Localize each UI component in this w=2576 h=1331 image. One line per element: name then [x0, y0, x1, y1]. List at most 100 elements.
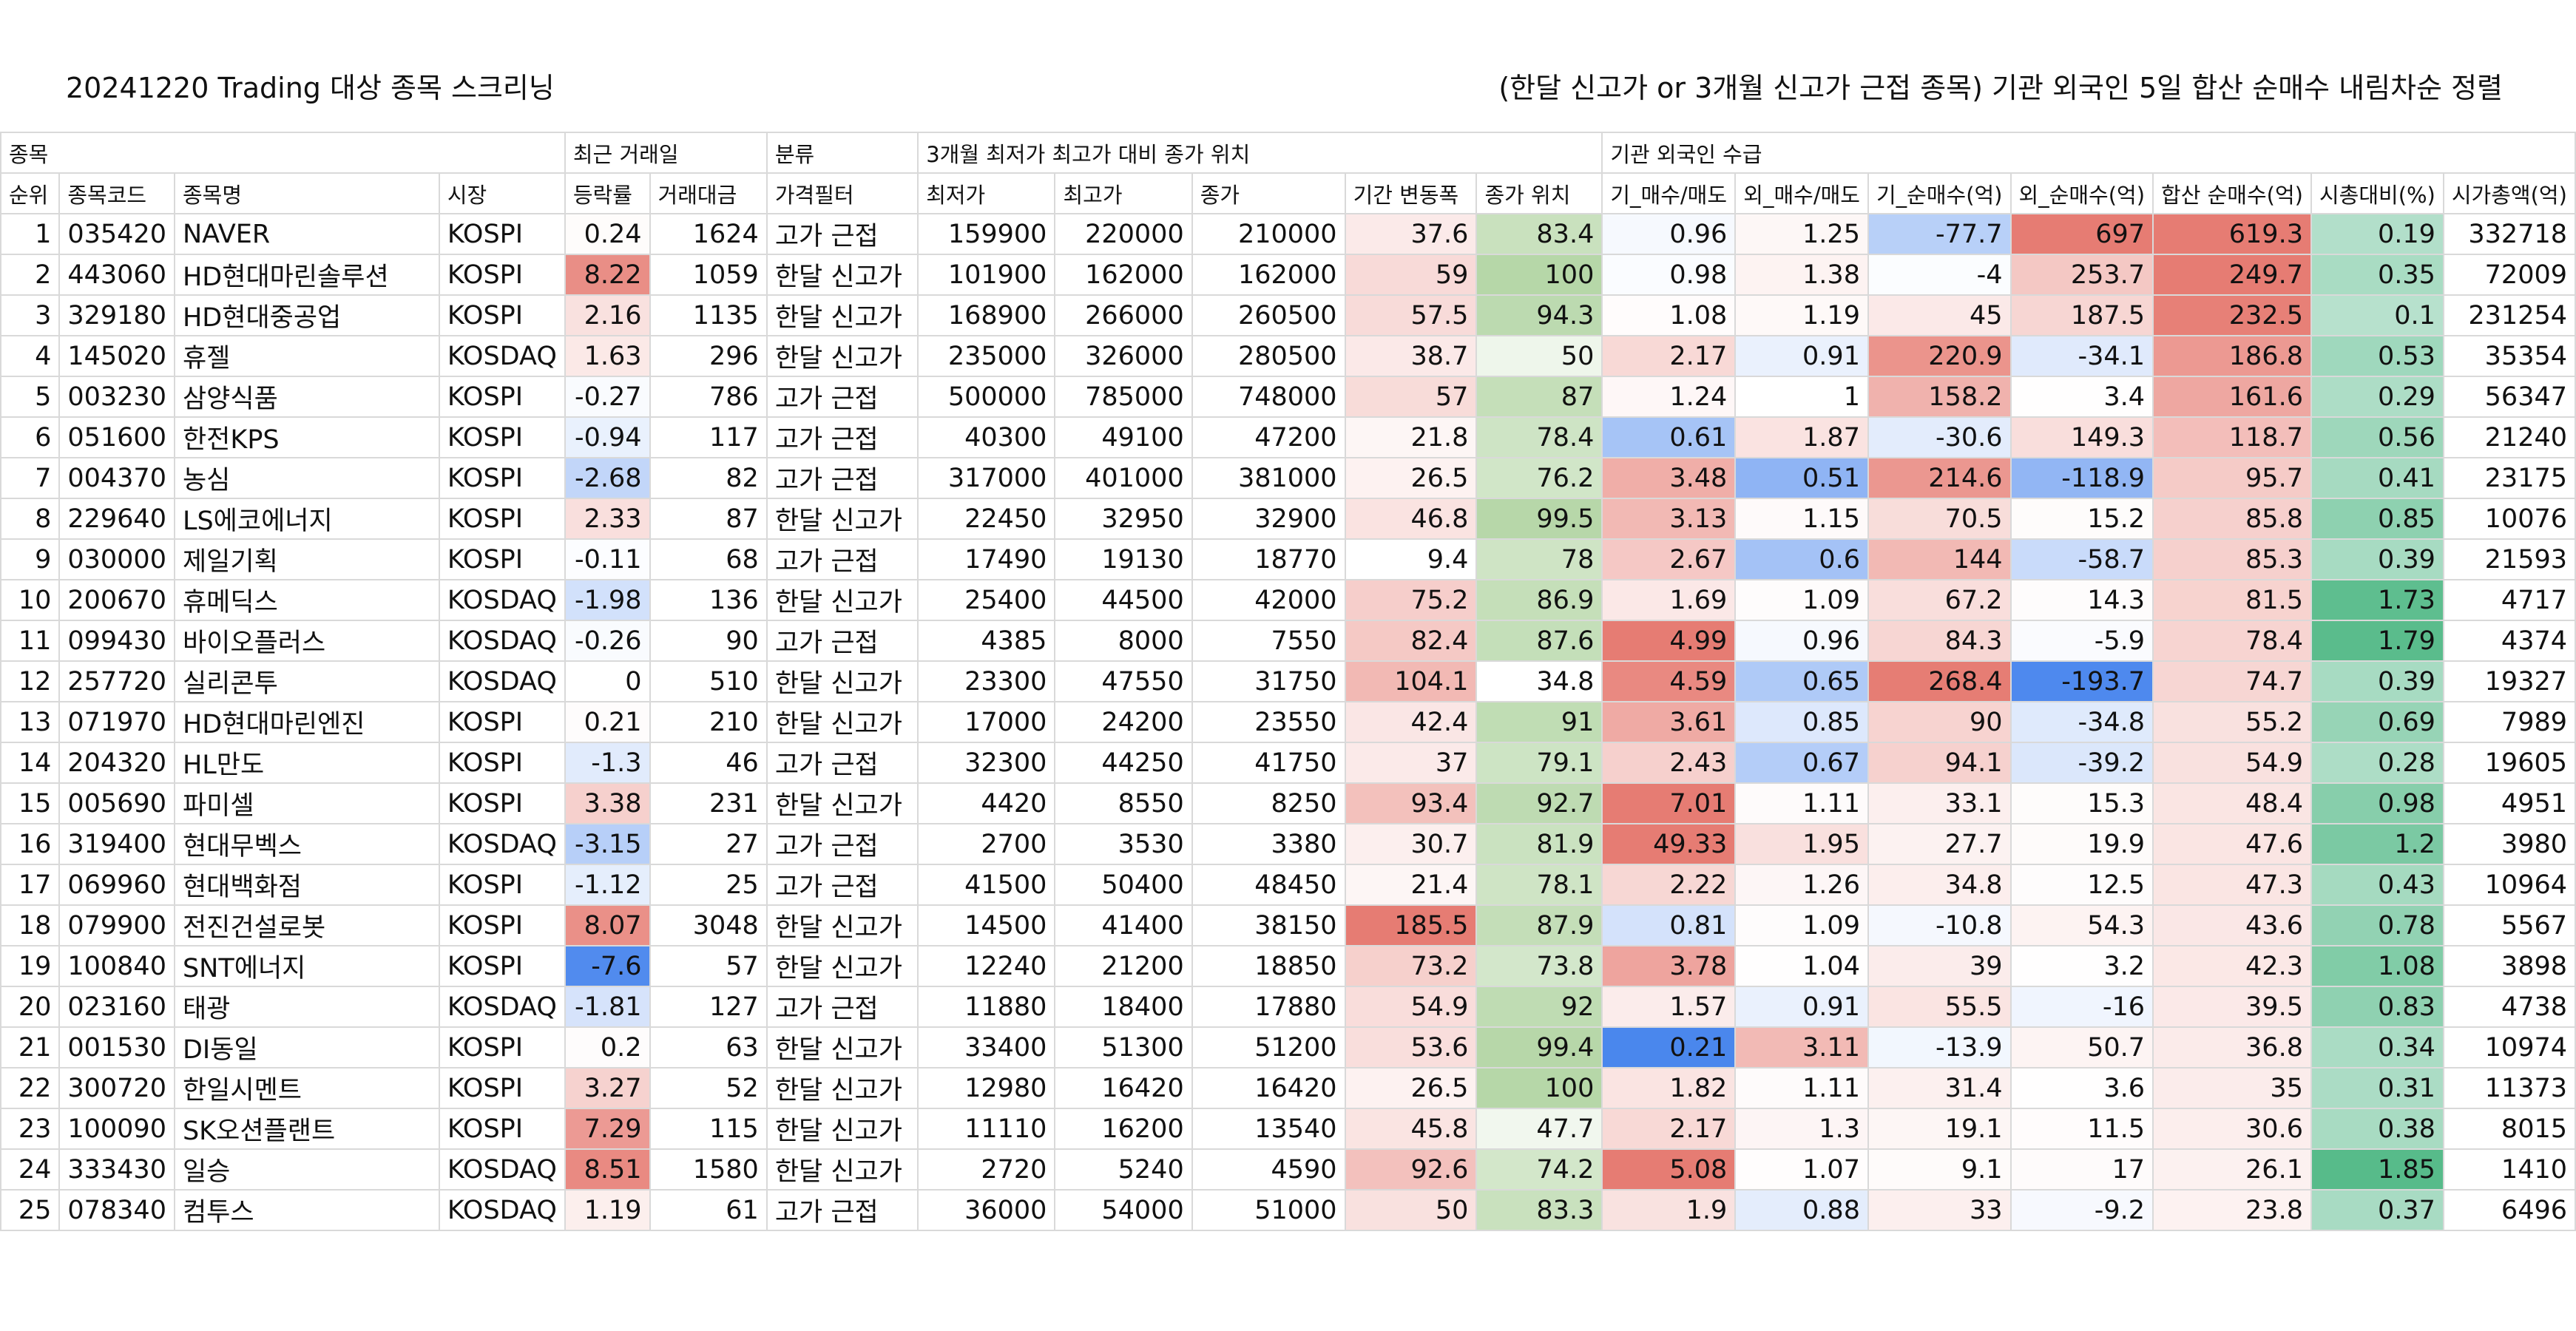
cell-inst-net-buy: 144 — [1867, 538, 2012, 580]
cell-rank: 22 — [0, 1067, 61, 1109]
cell-close-price: 210000 — [1191, 213, 1346, 255]
cell-price-filter: 한달 신고가 — [765, 294, 919, 336]
cell-code: 001530 — [58, 1026, 175, 1068]
cell-low-price: 2720 — [917, 1148, 1056, 1191]
cell-price-filter: 한달 신고가 — [765, 945, 919, 987]
cell-code: 329180 — [58, 294, 175, 336]
cell-name: 일승 — [173, 1148, 440, 1191]
cell-high-price: 49100 — [1054, 416, 1193, 458]
cell-range-width: 26.5 — [1344, 457, 1478, 499]
cell-range-width: 75.2 — [1344, 579, 1478, 621]
cell-market-cap-ratio: 0.35 — [2310, 254, 2444, 296]
cell-foreign-net-buy: 17 — [2009, 1148, 2154, 1191]
cell-inst-buy-sell: 5.08 — [1601, 1148, 1737, 1191]
cell-rank: 11 — [0, 620, 61, 662]
cell-high-price: 19130 — [1054, 538, 1193, 580]
cell-close-price: 17880 — [1191, 986, 1346, 1028]
cell-price-filter: 고가 근접 — [765, 376, 919, 418]
cell-name: 전진건설로봇 — [173, 904, 440, 946]
cell-market: KOSPI — [438, 1108, 566, 1150]
cell-price-filter: 고가 근접 — [765, 742, 919, 784]
cell-rank: 24 — [0, 1148, 61, 1191]
cell-code: 319400 — [58, 823, 175, 865]
group-header-supply: 기관 외국인 수급 — [1601, 132, 2576, 174]
cell-foreign-buy-sell: 0.65 — [1734, 660, 1869, 702]
cell-market-cap-ratio: 0.56 — [2310, 416, 2444, 458]
cell-close-position: 87.6 — [1475, 620, 1603, 662]
cell-name: 파미셀 — [173, 782, 440, 824]
cell-change-rate: -0.94 — [564, 416, 651, 458]
cell-market-cap: 19605 — [2442, 742, 2576, 784]
column-header-change-rate: 등락률 — [564, 172, 651, 214]
cell-market-cap: 7989 — [2442, 701, 2576, 743]
cell-code: 005690 — [58, 782, 175, 824]
cell-close-price: 31750 — [1191, 660, 1346, 702]
cell-market: KOSPI — [438, 498, 566, 540]
cell-range-width: 57.5 — [1344, 294, 1478, 336]
cell-market-cap: 8015 — [2442, 1108, 2576, 1150]
cell-inst-net-buy: 33.1 — [1867, 782, 2012, 824]
cell-close-price: 42000 — [1191, 579, 1346, 621]
cell-high-price: 16200 — [1054, 1108, 1193, 1150]
cell-market-cap: 23175 — [2442, 457, 2576, 499]
group-header-stock: 종목 — [0, 132, 566, 174]
cell-market-cap-ratio: 0.28 — [2310, 742, 2444, 784]
cell-total-net-buy: 43.6 — [2152, 904, 2312, 946]
cell-market-cap-ratio: 0.34 — [2310, 1026, 2444, 1068]
cell-market: KOSPI — [438, 254, 566, 296]
cell-change-rate: 3.38 — [564, 782, 651, 824]
cell-range-width: 37 — [1344, 742, 1478, 784]
cell-inst-buy-sell: 1.9 — [1601, 1189, 1737, 1231]
cell-range-width: 57 — [1344, 376, 1478, 418]
cell-total-net-buy: 23.8 — [2152, 1189, 2312, 1231]
cell-price-filter: 고가 근접 — [765, 457, 919, 499]
cell-high-price: 401000 — [1054, 457, 1193, 499]
cell-total-net-buy: 47.3 — [2152, 864, 2312, 906]
cell-market-cap-ratio: 0.1 — [2310, 294, 2444, 336]
cell-close-position: 34.8 — [1475, 660, 1603, 702]
cell-inst-net-buy: 84.3 — [1867, 620, 2012, 662]
cell-name: HD현대중공업 — [173, 294, 440, 336]
cell-close-position: 91 — [1475, 701, 1603, 743]
cell-code: 443060 — [58, 254, 175, 296]
column-header-foreign-buy-sell: 외_매수/매도 — [1734, 172, 1869, 214]
cell-rank: 16 — [0, 823, 61, 865]
cell-rank: 7 — [0, 457, 61, 499]
cell-inst-buy-sell: 3.78 — [1601, 945, 1737, 987]
cell-market-cap-ratio: 0.29 — [2310, 376, 2444, 418]
cell-price-filter: 고가 근접 — [765, 1189, 919, 1231]
cell-trade-value: 1135 — [649, 294, 768, 336]
cell-change-rate: -0.11 — [564, 538, 651, 580]
cell-rank: 15 — [0, 782, 61, 824]
cell-code: 300720 — [58, 1067, 175, 1109]
cell-foreign-net-buy: 12.5 — [2009, 864, 2154, 906]
cell-price-filter: 고가 근접 — [765, 416, 919, 458]
cell-rank: 8 — [0, 498, 61, 540]
cell-inst-buy-sell: 3.61 — [1601, 701, 1737, 743]
cell-market: KOSDAQ — [438, 579, 566, 621]
cell-rank: 5 — [0, 376, 61, 418]
column-header-low-price: 최저가 — [917, 172, 1056, 214]
cell-change-rate: -0.27 — [564, 376, 651, 418]
cell-foreign-buy-sell: 1.25 — [1734, 213, 1869, 255]
cell-total-net-buy: 85.8 — [2152, 498, 2312, 540]
cell-market: KOSPI — [438, 864, 566, 906]
cell-market-cap: 21240 — [2442, 416, 2576, 458]
cell-code: 257720 — [58, 660, 175, 702]
cell-total-net-buy: 118.7 — [2152, 416, 2312, 458]
cell-market-cap: 4374 — [2442, 620, 2576, 662]
cell-change-rate: -0.26 — [564, 620, 651, 662]
cell-low-price: 12240 — [917, 945, 1056, 987]
cell-inst-buy-sell: 2.17 — [1601, 335, 1737, 377]
cell-high-price: 41400 — [1054, 904, 1193, 946]
cell-inst-net-buy: 27.7 — [1867, 823, 2012, 865]
cell-foreign-net-buy: -34.8 — [2009, 701, 2154, 743]
cell-high-price: 5240 — [1054, 1148, 1193, 1191]
cell-foreign-buy-sell: 0.88 — [1734, 1189, 1869, 1231]
cell-low-price: 2700 — [917, 823, 1056, 865]
cell-inst-buy-sell: 1.08 — [1601, 294, 1737, 336]
cell-high-price: 162000 — [1054, 254, 1193, 296]
table-row: 24 333430 일승 KOSDAQ 8.51 1580 한달 신고가 2720 5240 45… — [0, 1148, 2576, 1191]
cell-close-position: 100 — [1475, 1067, 1603, 1109]
cell-price-filter: 한달 신고가 — [765, 701, 919, 743]
